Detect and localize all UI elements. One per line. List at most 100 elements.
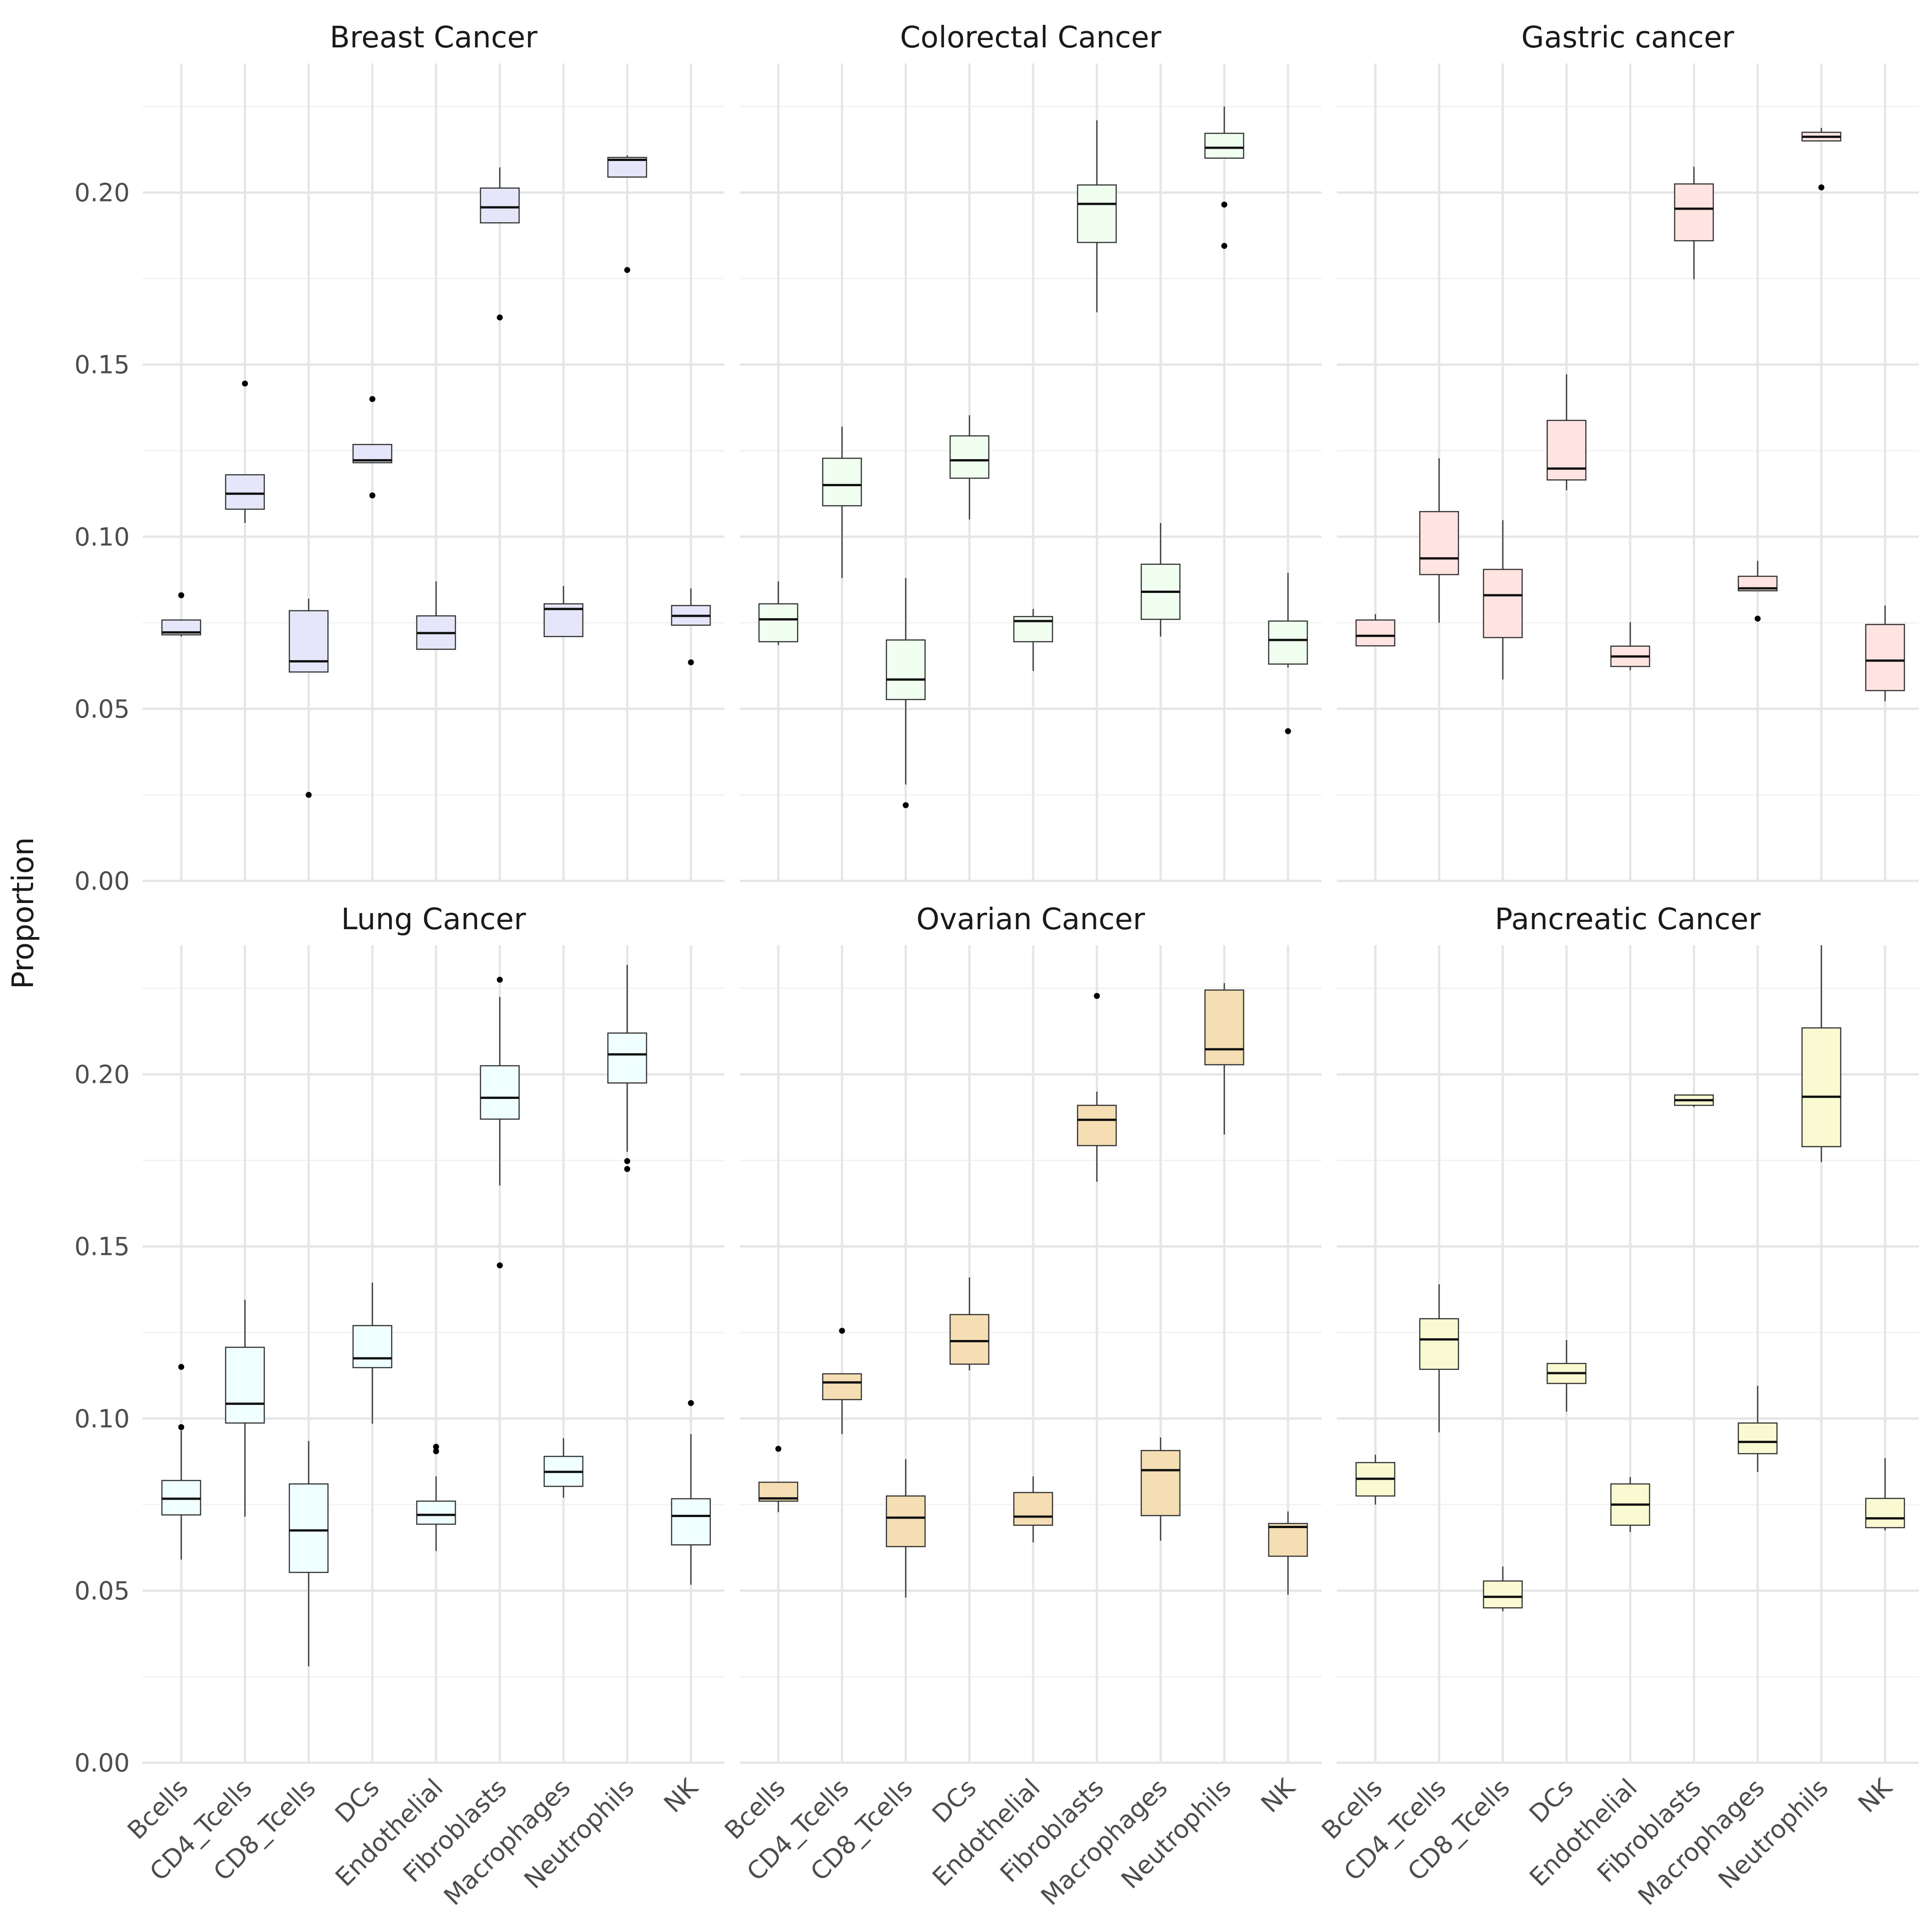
y-tick-label: 0.00 bbox=[75, 867, 130, 896]
box-CD4_Tcells bbox=[1419, 1284, 1459, 1432]
box-Fibroblasts bbox=[1674, 1094, 1714, 1107]
outlier-point bbox=[1818, 184, 1824, 190]
box-DCs bbox=[949, 1277, 989, 1371]
box-Bcells bbox=[1355, 614, 1396, 647]
outlier-point bbox=[1221, 201, 1227, 208]
outlier-point bbox=[305, 792, 312, 798]
box-iqr bbox=[1737, 1422, 1778, 1455]
facet-title: Lung Cancer bbox=[341, 903, 527, 937]
x-tick-label: NK bbox=[658, 1773, 704, 1818]
box-NK bbox=[1865, 605, 1905, 702]
box-Neutrophils bbox=[1204, 106, 1244, 249]
box-iqr bbox=[886, 639, 926, 700]
box-CD4_Tcells bbox=[822, 1328, 862, 1434]
box-iqr bbox=[758, 603, 799, 643]
box-iqr bbox=[1077, 184, 1117, 243]
box-NK bbox=[1268, 1511, 1308, 1595]
box-Endothelial bbox=[1013, 609, 1053, 671]
box-iqr bbox=[225, 1346, 265, 1424]
box-iqr bbox=[671, 1498, 711, 1546]
box-iqr bbox=[480, 187, 520, 224]
x-tick-label: Neutrophils bbox=[518, 1773, 640, 1895]
outlier-point bbox=[433, 1443, 439, 1450]
box-Fibroblasts bbox=[1674, 167, 1714, 280]
facet-title: Pancreatic Cancer bbox=[1495, 903, 1761, 937]
outlier-point bbox=[688, 1400, 694, 1406]
box-iqr bbox=[1268, 620, 1308, 665]
box-Macrophages bbox=[1737, 1386, 1778, 1472]
box-iqr bbox=[1865, 624, 1905, 691]
outlier-point bbox=[624, 267, 630, 273]
box-Neutrophils bbox=[1204, 983, 1244, 1135]
box-iqr bbox=[288, 610, 329, 673]
outlier-point bbox=[1285, 728, 1291, 735]
x-tick-label: NK bbox=[1255, 1773, 1301, 1818]
box-Neutrophils bbox=[1801, 127, 1841, 190]
box-iqr bbox=[1547, 420, 1587, 481]
box-Macrophages bbox=[543, 586, 584, 638]
facet-panel: Lung Cancer0.000.050.100.150.20BcellsCD4… bbox=[75, 903, 724, 1911]
y-tick-label: 0.15 bbox=[75, 351, 130, 380]
x-tick-label: NK bbox=[1852, 1773, 1898, 1818]
facet-panel: Colorectal Cancer bbox=[740, 21, 1322, 882]
box-Bcells bbox=[1355, 1455, 1396, 1505]
outlier-point bbox=[688, 659, 694, 666]
y-tick-label: 0.00 bbox=[75, 1748, 130, 1777]
box-Macrophages bbox=[1140, 1437, 1181, 1541]
box-Macrophages bbox=[543, 1438, 584, 1498]
outlier-point bbox=[369, 396, 375, 402]
box-iqr bbox=[607, 1032, 647, 1084]
box-Endothelial bbox=[1013, 1476, 1053, 1543]
x-tick-label: Neutrophils bbox=[1116, 1773, 1237, 1895]
box-Neutrophils bbox=[1801, 945, 1841, 1162]
outlier-point bbox=[178, 592, 184, 598]
outlier-point bbox=[1221, 243, 1227, 249]
box-iqr bbox=[1204, 989, 1244, 1065]
box-Endothelial bbox=[1610, 622, 1650, 671]
box-CD8_Tcells bbox=[288, 598, 329, 798]
box-NK bbox=[671, 1400, 711, 1585]
box-DCs bbox=[1547, 1340, 1587, 1412]
box-CD8_Tcells bbox=[1483, 520, 1523, 680]
outlier-point bbox=[178, 1424, 184, 1430]
box-Neutrophils bbox=[607, 965, 647, 1172]
outlier-point bbox=[497, 977, 503, 983]
box-Macrophages bbox=[1140, 523, 1181, 637]
box-iqr bbox=[822, 457, 862, 506]
box-Macrophages bbox=[1737, 561, 1778, 622]
y-tick-label: 0.20 bbox=[75, 1060, 130, 1089]
box-NK bbox=[1865, 1458, 1905, 1530]
facet-title: Gastric cancer bbox=[1521, 21, 1734, 55]
facet-panel: Pancreatic CancerBcellsCD4_TcellsCD8_Tce… bbox=[1316, 903, 1919, 1911]
box-Fibroblasts bbox=[480, 977, 520, 1269]
facet-panel: Breast Cancer 0.00 0.05 0.10 0.15 0.20 bbox=[75, 21, 724, 896]
facet-title: Colorectal Cancer bbox=[900, 21, 1162, 55]
box-Neutrophils bbox=[607, 155, 647, 273]
facet-title: Ovarian Cancer bbox=[916, 903, 1145, 937]
box-iqr bbox=[288, 1483, 329, 1573]
box-CD4_Tcells bbox=[1419, 458, 1459, 623]
x-tick-label: Neutrophils bbox=[1713, 1773, 1834, 1895]
box-DCs bbox=[352, 1282, 392, 1424]
box-iqr bbox=[1013, 1492, 1053, 1526]
box-Bcells bbox=[758, 581, 799, 645]
box-CD4_Tcells bbox=[822, 426, 862, 578]
outlier-point bbox=[1754, 615, 1761, 622]
outlier-point bbox=[178, 1364, 184, 1370]
box-iqr bbox=[822, 1373, 862, 1400]
y-tick-label: 0.05 bbox=[75, 1576, 130, 1605]
outlier-point bbox=[1094, 993, 1100, 999]
box-Endothelial bbox=[1610, 1477, 1650, 1532]
box-DCs bbox=[352, 396, 392, 499]
box-iqr bbox=[480, 1065, 520, 1120]
box-iqr bbox=[1674, 183, 1714, 242]
facet-title: Breast Cancer bbox=[330, 21, 538, 55]
x-tick-label: DCs bbox=[1524, 1773, 1579, 1829]
outlier-point bbox=[242, 380, 248, 387]
box-CD8_Tcells bbox=[1483, 1566, 1523, 1611]
box-CD8_Tcells bbox=[288, 1441, 329, 1667]
box-iqr bbox=[1204, 132, 1244, 159]
box-iqr bbox=[225, 474, 265, 510]
facet-panel: Ovarian CancerBcellsCD4_TcellsCD8_Tcells… bbox=[719, 903, 1322, 1911]
